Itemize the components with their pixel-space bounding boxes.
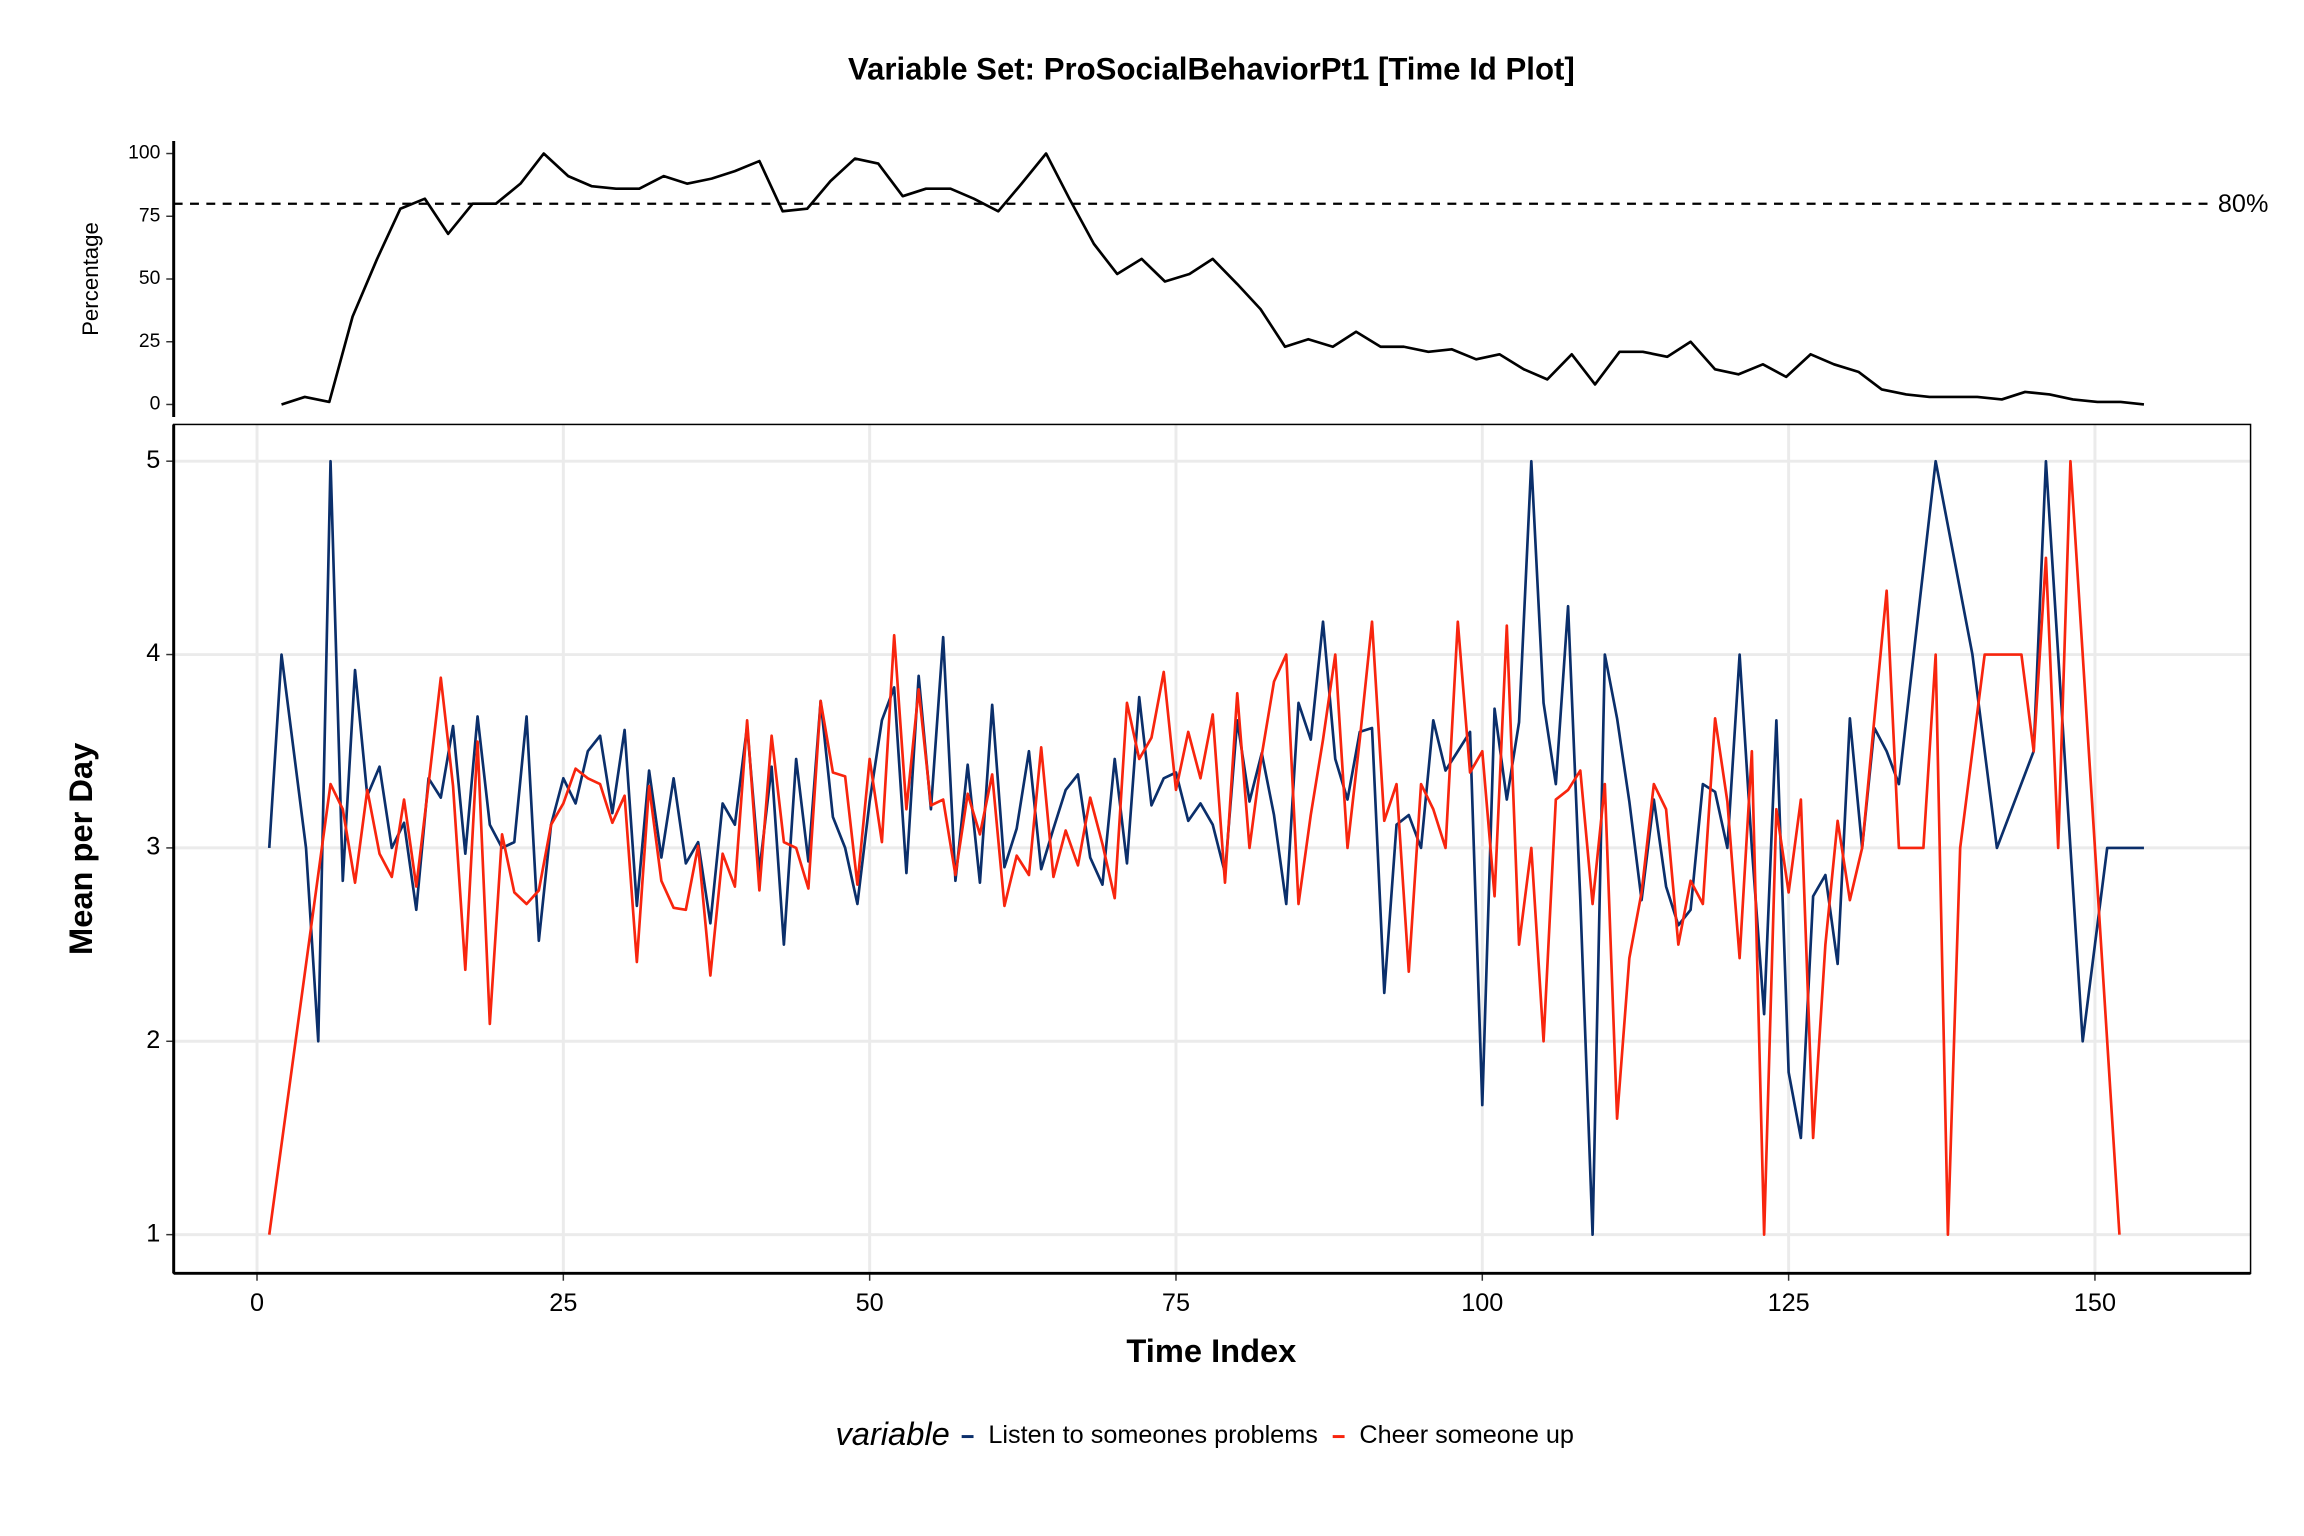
y-tick-label: 4: [146, 639, 160, 667]
x-tick-label: 100: [1461, 1289, 1503, 1317]
data-line: [267, 459, 2121, 1236]
legend-label: Cheer someone up: [1359, 1421, 1574, 1449]
reference-label: 80%: [2218, 190, 2268, 218]
y-tick-label: 100: [128, 143, 160, 164]
y-axis-label: Percentage: [78, 222, 103, 336]
y-tick-label: 2: [146, 1026, 160, 1054]
y-tick-label: 5: [146, 446, 160, 474]
x-tick-label: 125: [1768, 1289, 1810, 1317]
y-tick-label: 3: [146, 833, 160, 861]
x-tick-label: 75: [1162, 1289, 1190, 1317]
y-tick-label: 0: [150, 394, 161, 415]
y-axis-label: Mean per Day: [62, 743, 99, 955]
x-tick-label: 50: [856, 1289, 884, 1317]
data-line: [281, 152, 2145, 406]
chart-title: Variable Set: ProSocialBehaviorPt1 [Time…: [848, 51, 1575, 86]
legend: variable Listen to someones problems Cheer…: [835, 1415, 1574, 1452]
legend-title: variable: [835, 1415, 949, 1452]
y-tick-label: 75: [139, 205, 160, 226]
x-axis-label: Time Index: [1126, 1332, 1296, 1369]
data-line: [267, 459, 2144, 1236]
x-tick-label: 0: [250, 1289, 264, 1317]
y-tick-label: 1: [146, 1219, 160, 1247]
y-tick-label: 50: [139, 268, 160, 289]
x-tick-label: 150: [2074, 1289, 2116, 1317]
legend-label: Listen to someones problems: [988, 1421, 1317, 1449]
x-tick-label: 25: [549, 1289, 577, 1317]
y-tick-label: 25: [139, 331, 160, 352]
